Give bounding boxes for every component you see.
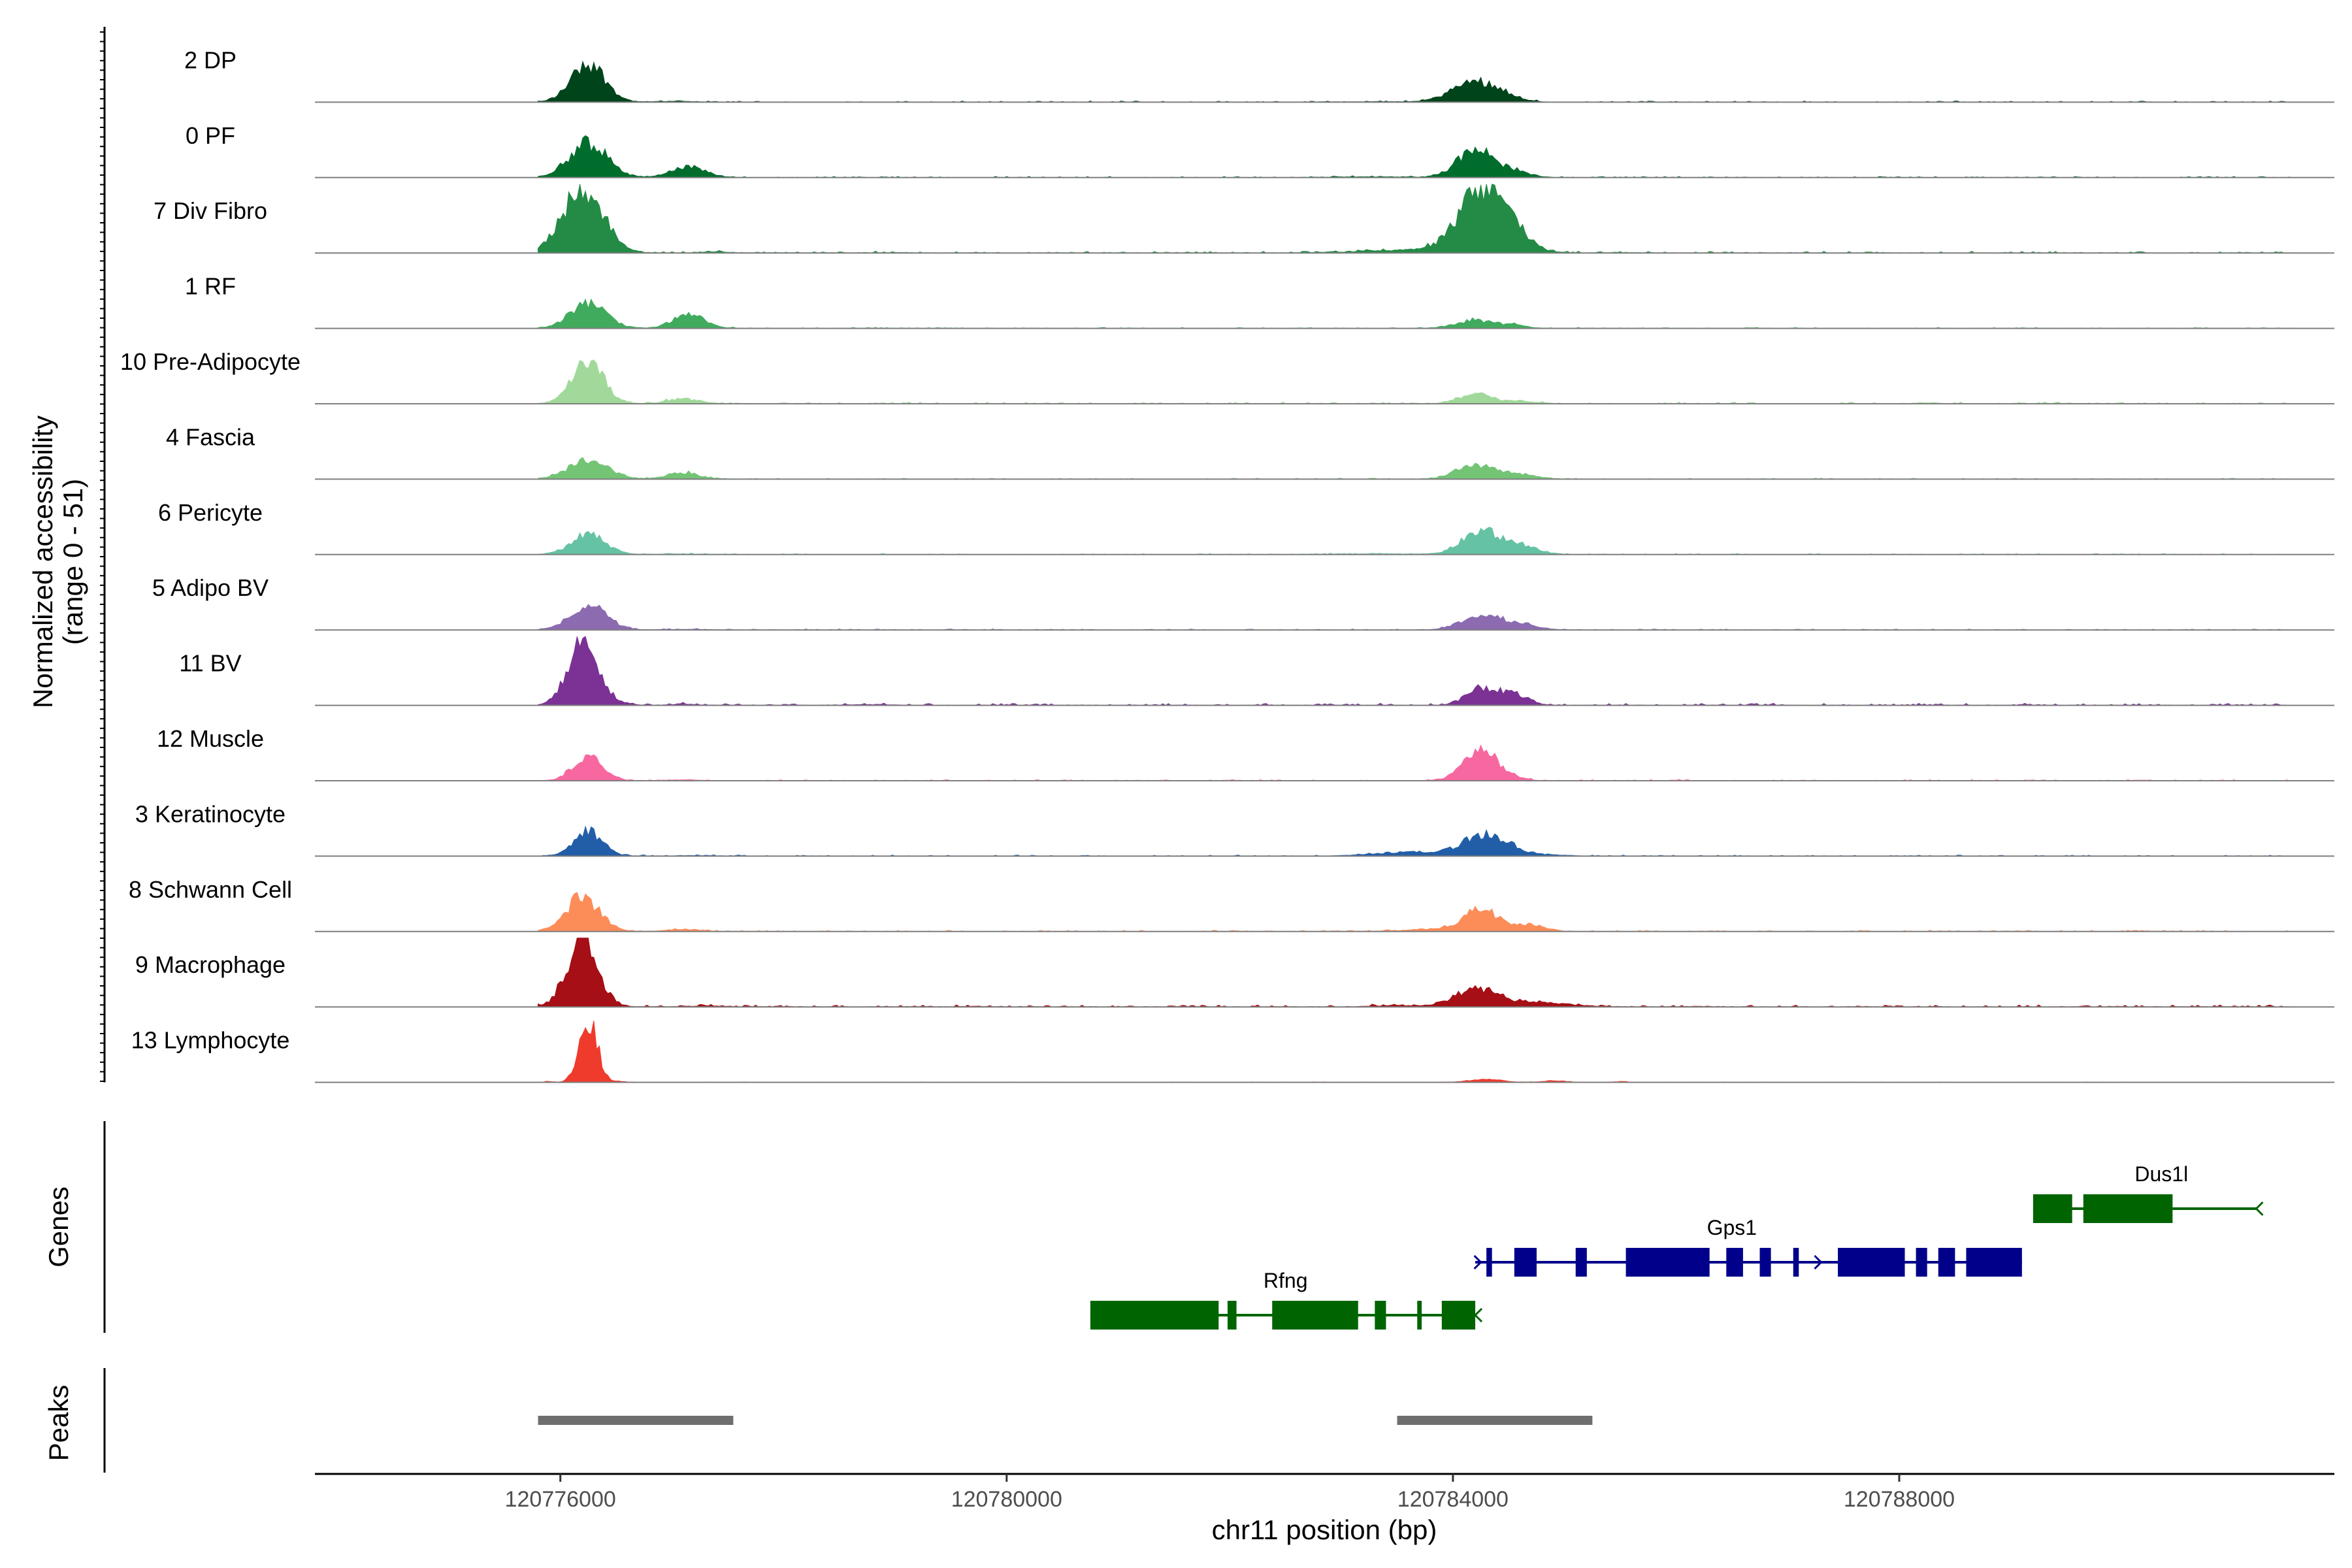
coverage-track: 3 Keratinocyte — [135, 800, 2334, 857]
y-axis-label: Normalized accessibility — [27, 416, 58, 708]
x-tick-label: 120776000 — [505, 1487, 616, 1512]
coverage-track: 0 PF — [186, 122, 2334, 178]
coverage-track: 12 Muscle — [157, 725, 2334, 781]
coverage-track: 9 Macrophage — [135, 938, 2334, 1008]
gene-exon — [1625, 1248, 1710, 1277]
track-label: 13 Lymphocyte — [131, 1027, 290, 1054]
gene-label: Dus1l — [2134, 1162, 2188, 1186]
gene-exon — [2033, 1194, 2072, 1223]
coverage-track: 4 Fascia — [166, 423, 2334, 480]
gene-exon — [1759, 1248, 1771, 1277]
track-label: 9 Macrophage — [135, 951, 286, 978]
coverage-track: 8 Schwann Cell — [129, 876, 2334, 932]
track-label: 6 Pericyte — [158, 499, 263, 526]
gene-exon — [1726, 1248, 1743, 1277]
x-tick-label: 120788000 — [1844, 1487, 1955, 1512]
coverage-track: 2 DP — [184, 46, 2334, 103]
x-axis: 120776000 120780000 120784000 120788000 — [315, 1473, 2334, 1512]
gene-exon — [1486, 1248, 1492, 1277]
gene-model: Dus1l — [2033, 1162, 2264, 1223]
peak-bar — [1397, 1416, 1593, 1425]
gene-exon — [1938, 1248, 1955, 1277]
peak-track — [103, 1368, 1593, 1473]
peak-bar — [538, 1416, 734, 1425]
y-axis-label-range: (range 0 - 51) — [57, 479, 88, 645]
gene-exon — [1417, 1301, 1422, 1330]
x-tick-label: 120780000 — [951, 1487, 1062, 1512]
gene-label: Rfng — [1264, 1269, 1308, 1292]
coverage-track: 10 Pre-Adipocyte — [120, 348, 2334, 404]
gene-label: Gps1 — [1707, 1216, 1757, 1239]
track-label: 8 Schwann Cell — [129, 876, 292, 903]
coverage-tracks: 2 DP 0 PF 7 Div Fibro 1 RF 10 Pre-Adipocyte 4… — [100, 27, 2334, 1083]
gene-exon — [1793, 1248, 1799, 1277]
track-label: 10 Pre-Adipocyte — [120, 348, 301, 375]
gene-exon — [1227, 1301, 1237, 1330]
x-tick-label: 120784000 — [1397, 1487, 1509, 1512]
strand-arrow — [2255, 1201, 2264, 1217]
gene-exon — [1375, 1301, 1386, 1330]
track-label: 4 Fascia — [166, 423, 255, 450]
gene-exon — [1966, 1248, 2022, 1277]
strand-arrow — [1473, 1254, 1482, 1270]
strand-arrow — [1814, 1254, 1823, 1270]
gene-annotation-track: Rfng Gps1 Dus1l — [103, 1121, 2264, 1333]
coverage-track: 6 Pericyte — [158, 499, 2334, 555]
peaks-panel-label: Peaks — [43, 1385, 74, 1462]
gene-exon — [1514, 1248, 1537, 1277]
gene-exon — [1272, 1301, 1358, 1330]
coverage-track: 1 RF — [185, 273, 2334, 329]
strand-arrow — [1579, 1254, 1588, 1270]
track-label: 3 Keratinocyte — [135, 800, 286, 827]
coverage-track: 7 Div Fibro — [154, 184, 2334, 254]
gene-exon — [1441, 1301, 1476, 1330]
gene-exon — [1838, 1248, 1905, 1277]
coverage-track: 13 Lymphocyte — [131, 1021, 2334, 1083]
track-label: 1 RF — [185, 273, 236, 300]
track-label: 2 DP — [184, 46, 237, 73]
strand-arrow — [1473, 1307, 1483, 1323]
track-label: 11 BV — [179, 650, 241, 677]
gene-model: Gps1 — [1473, 1216, 2022, 1277]
track-label: 5 Adipo BV — [152, 574, 269, 601]
x-axis-label: chr11 position (bp) — [1212, 1514, 1437, 1545]
track-label: 7 Div Fibro — [154, 197, 267, 224]
gene-exon — [2083, 1194, 2173, 1223]
track-label: 12 Muscle — [157, 725, 264, 752]
coverage-track: 5 Adipo BV — [152, 574, 2334, 631]
coverage-track: 11 BV — [179, 636, 2334, 706]
gene-exon — [1575, 1248, 1587, 1277]
gene-model: Rfng — [1090, 1269, 1483, 1330]
track-label: 0 PF — [186, 122, 235, 149]
gene-exon — [1916, 1248, 1927, 1277]
gene-exon — [1090, 1301, 1219, 1330]
genes-panel-label: Genes — [43, 1186, 74, 1267]
